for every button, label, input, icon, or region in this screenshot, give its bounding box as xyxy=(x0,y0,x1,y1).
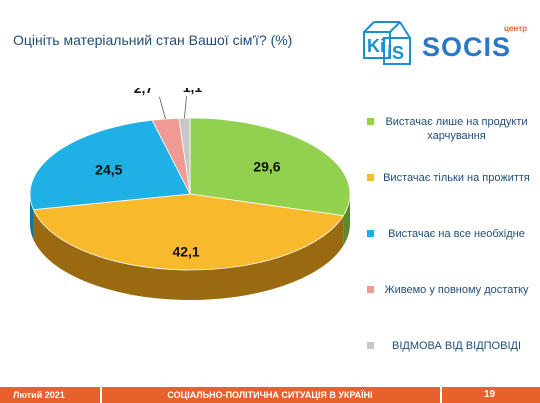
legend-label: Вистачає тільки на прожиття xyxy=(383,172,530,184)
footer-separator xyxy=(100,387,102,403)
page-title: Оцініть матеріальний стан Вашої сім'ї? (… xyxy=(13,32,293,48)
legend-label: ВІДМОВА ВІД ВІДПОВІДІ xyxy=(391,340,522,352)
legend-swatch xyxy=(367,230,374,237)
legend-item-food: Вистачає лише на продукти харчування xyxy=(367,115,537,143)
legend-item-refusal: ВІДМОВА ВІД ВІДПОВІДІ xyxy=(367,339,537,353)
legend-item-living: Вистачає тільки на прожиття xyxy=(367,171,537,185)
page-number: 19 xyxy=(484,389,496,400)
footer-topic: СОЦІАЛЬНО-ПОЛІТИЧНА СИТУАЦІЯ В УКРАЇНІ xyxy=(167,390,373,400)
footer-separator xyxy=(440,387,442,403)
data-label: 1,1 xyxy=(183,88,203,95)
socis-logo: Ki iS центр SOCIS xyxy=(363,21,527,65)
pie-slice xyxy=(29,119,191,211)
legend-swatch xyxy=(367,286,374,293)
pie-slice xyxy=(32,193,345,271)
footer-bar: Лютий 2021 СОЦІАЛЬНО-ПОЛІТИЧНА СИТУАЦІЯ … xyxy=(0,387,540,403)
legend-item-necessary: Вистачає на все необхідне xyxy=(367,227,537,241)
logo-brand: SOCIS xyxy=(422,32,511,62)
legend-label: Вистачає на все необхідне xyxy=(388,228,525,240)
legend-swatch xyxy=(367,342,374,349)
legend-label: Вистачає лише на продукти харчування xyxy=(385,116,528,142)
pie-slice-side xyxy=(30,194,34,240)
logo-text-small: центр xyxy=(504,24,527,33)
legend-label: Живемо у повному достатку xyxy=(384,284,529,296)
pie-chart: 29,6 42,1 24,5 2,7 1,1 xyxy=(29,88,351,301)
legend-item-prosperity: Живемо у повному достатку xyxy=(367,283,537,297)
legend-swatch xyxy=(367,174,374,181)
data-label: 42,1 xyxy=(172,244,199,260)
data-label: 2,7 xyxy=(134,88,154,96)
logo-text-right: iS xyxy=(387,43,404,63)
logo-text-left: Ki xyxy=(367,36,385,56)
pie-slice-side xyxy=(33,209,344,301)
data-label: 24,5 xyxy=(95,162,122,178)
data-label: 29,6 xyxy=(253,159,280,175)
pie-slice-side xyxy=(343,194,350,246)
legend-swatch xyxy=(367,118,374,125)
footer-date: Лютий 2021 xyxy=(13,390,65,400)
leader-line xyxy=(159,96,166,120)
pie-slice xyxy=(189,117,351,217)
leader-line xyxy=(184,96,187,119)
